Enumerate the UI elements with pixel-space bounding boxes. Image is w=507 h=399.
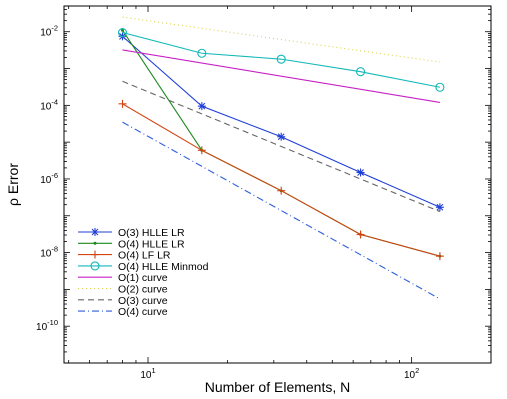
y-tick-label: 10-10	[36, 318, 58, 333]
legend-entry-o-4-hlle-minmod: O(4) HLLE Minmod	[78, 261, 209, 273]
y-tick-label: 10-6	[40, 171, 58, 186]
y-tick-label: 10-4	[40, 97, 58, 112]
series-line-o-4-hlle-lr	[122, 29, 441, 257]
legend-entry-o-4-lf-lr: O(4) LF LR	[78, 250, 171, 262]
legend-entry-o-3-hlle-lr: O(3) HLLE LR	[78, 227, 185, 239]
data-point-o-4-hlle-minmod	[435, 82, 445, 92]
legend-entry-o-1-curve: O(1) curve	[78, 272, 168, 284]
series-line-o-4-hlle-minmod	[122, 32, 441, 88]
data-point-o-4-hlle-minmod	[197, 48, 207, 58]
data-point-o-4-hlle-minmod	[117, 27, 128, 38]
legend-label: O(3) HLLE LR	[118, 227, 185, 239]
legend-entry-o-4-curve: O(4) curve	[78, 306, 168, 318]
legend-label: O(1) curve	[118, 272, 168, 284]
data-point-o-3-hlle-lr	[356, 168, 365, 177]
series-line-o-4-curve	[122, 121, 441, 300]
y-axis-label: ρ Error	[5, 163, 21, 206]
x-tick-label: 101	[140, 366, 155, 381]
x-tick-label: 102	[404, 366, 419, 381]
data-point-o-4-lf-lr	[118, 99, 127, 108]
series-line-o-2-curve	[122, 16, 440, 63]
series-line-o-1-curve	[122, 49, 440, 103]
series-o-4-lf-lr	[118, 99, 444, 261]
series-line-o-3-hlle-lr	[122, 35, 441, 208]
legend-label: O(4) curve	[118, 306, 168, 318]
legend-entry-o-2-curve: O(2) curve	[78, 284, 168, 296]
legend-label: O(2) curve	[118, 284, 168, 296]
legend-entry-o-4-hlle-lr: O(4) HLLE LR	[78, 238, 185, 250]
legend-label: O(3) curve	[118, 295, 168, 307]
chart-marks	[117, 16, 445, 300]
data-point-o-3-hlle-lr	[197, 102, 206, 111]
legend-marker	[90, 261, 100, 271]
series-o-4-curve	[122, 121, 441, 300]
legend-marker	[91, 228, 99, 236]
data-point-o-4-lf-lr	[277, 186, 286, 195]
legend: O(3) HLLE LRO(4) HLLE LRO(4) LF LRO(4) H…	[78, 227, 209, 318]
series-o-4-hlle-minmod	[117, 27, 445, 92]
legend-marker	[91, 250, 99, 259]
data-point-o-4-lf-lr	[435, 252, 444, 261]
axis-ticks: 101 102 10-10 10-8 10-6 10-4 10-2	[36, 5, 492, 381]
series-o-3-curve	[122, 80, 441, 213]
series-line-o-3-curve	[122, 80, 441, 213]
data-point-o-4-lf-lr	[356, 230, 365, 239]
legend-entry-o-3-curve: O(3) curve	[78, 295, 168, 307]
legend-label: O(4) LF LR	[118, 250, 171, 262]
series-o-1-curve	[122, 49, 440, 103]
y-tick-label: 10-8	[40, 245, 58, 260]
data-point-o-4-hlle-lr	[120, 28, 124, 32]
data-point-o-3-hlle-lr	[277, 132, 286, 141]
legend-label: O(4) HLLE Minmod	[118, 261, 209, 273]
legend-marker	[93, 241, 97, 245]
x-axis-label: Number of Elements, N	[205, 379, 351, 395]
series-o-2-curve	[122, 16, 440, 63]
data-point-o-4-hlle-minmod	[356, 67, 366, 77]
data-point-o-4-lf-lr	[197, 146, 206, 155]
data-point-o-4-hlle-minmod	[276, 54, 286, 64]
legend-label: O(4) HLLE LR	[118, 238, 185, 250]
data-point-o-3-hlle-lr	[435, 203, 444, 212]
series-o-3-hlle-lr	[118, 32, 444, 212]
y-tick-label: 10-2	[40, 24, 58, 39]
